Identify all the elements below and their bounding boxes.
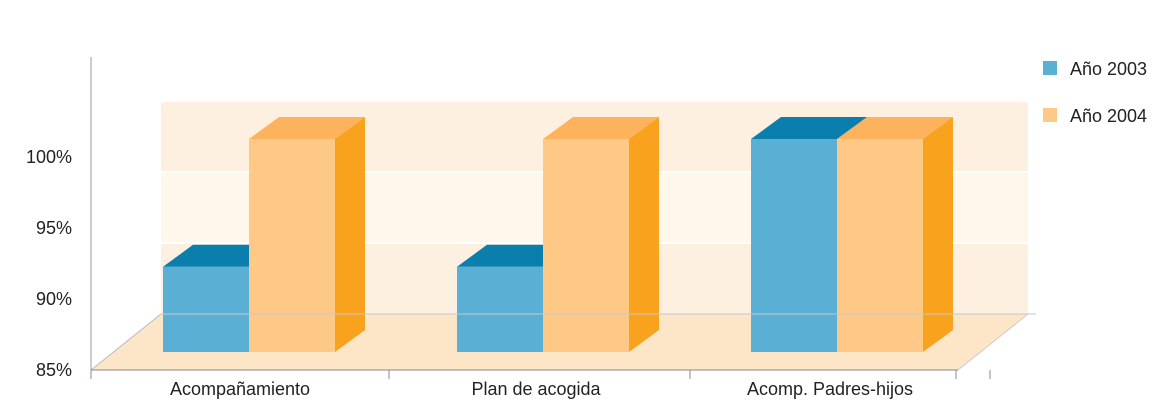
x-category-label: Plan de acogida [471, 379, 601, 399]
legend-swatch-ano-2003 [1043, 61, 1057, 75]
y-tick-label: 100% [26, 147, 72, 167]
bar-side-face [629, 117, 659, 352]
bar [837, 117, 953, 352]
bar-side-face [335, 117, 365, 352]
axes [90, 57, 1036, 379]
bar-front-face [751, 139, 837, 352]
bar-front-face [837, 139, 923, 352]
x-category-label: Acompañamiento [170, 379, 310, 399]
floor-edge-right [957, 313, 1029, 371]
bar-side-face [923, 117, 953, 352]
bar-front-face [457, 266, 543, 352]
floor-edge-left [90, 313, 162, 371]
legend-label-ano-2003: Año 2003 [1070, 59, 1147, 79]
x-axis-category-labels: Acompañamiento Plan de acogida Acomp. Pa… [170, 379, 913, 399]
bar-front-face [249, 139, 335, 352]
bar [249, 117, 365, 352]
bar [543, 117, 659, 352]
x-category-label: Acomp. Padres-hijos [747, 379, 913, 399]
legend-swatch-ano-2004 [1043, 108, 1057, 122]
legend-label-ano-2004: Año 2004 [1070, 106, 1147, 126]
y-tick-label: 85% [36, 360, 72, 380]
y-tick-label: 95% [36, 218, 72, 238]
bar-top-face [751, 117, 867, 139]
bar-top-face [543, 117, 659, 139]
bar-front-face [163, 266, 249, 352]
bar-front-face [543, 139, 629, 352]
legend: Año 2003 Año 2004 [1043, 59, 1147, 126]
bars [163, 117, 953, 352]
y-tick-label: 90% [36, 289, 72, 309]
bar-top-face [837, 117, 953, 139]
bar-top-face [249, 117, 365, 139]
y-axis-tick-labels: 85% 90% 95% 100% [26, 147, 72, 380]
